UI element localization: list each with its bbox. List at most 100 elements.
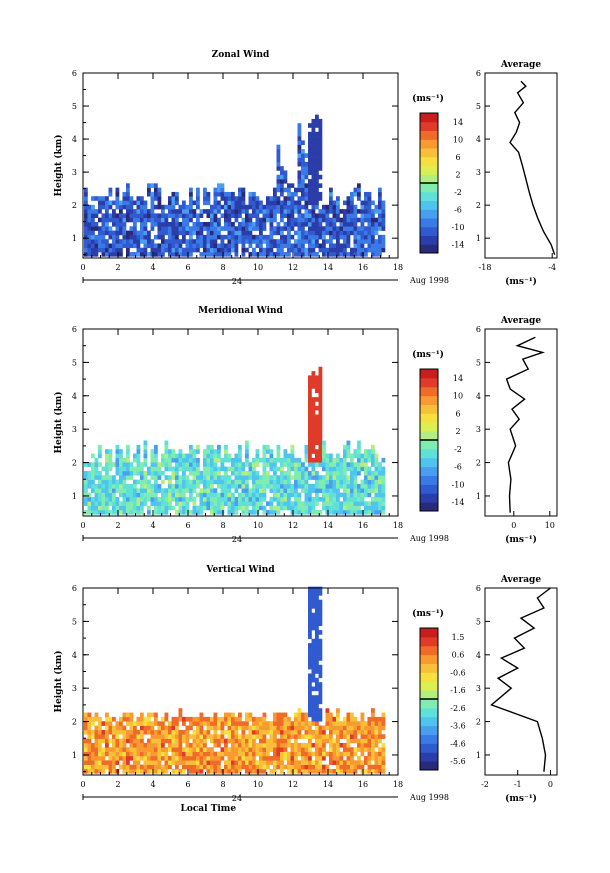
heatmap-cell bbox=[353, 243, 358, 249]
heatmap-cell bbox=[122, 234, 127, 240]
heatmap-cell bbox=[154, 191, 158, 197]
heatmap-cell bbox=[325, 501, 330, 506]
heatmap-cell bbox=[231, 742, 235, 748]
heatmap-cell bbox=[133, 243, 137, 249]
heatmap-cell bbox=[311, 183, 316, 188]
heatmap-cell bbox=[276, 729, 281, 735]
heatmap-cell bbox=[374, 729, 379, 735]
heatmap-cell bbox=[248, 764, 253, 770]
heatmap-cell bbox=[283, 243, 288, 249]
heatmap-cell bbox=[203, 226, 207, 231]
heatmap-cell bbox=[150, 496, 155, 502]
heatmap-cell bbox=[308, 747, 312, 752]
heatmap-cell bbox=[136, 729, 141, 735]
heatmap-cell bbox=[178, 768, 183, 774]
heatmap-cell bbox=[378, 462, 382, 467]
heatmap-cell bbox=[269, 217, 274, 223]
heatmap-cell bbox=[315, 764, 319, 770]
heatmap-cell bbox=[150, 488, 155, 493]
heatmap-cell bbox=[217, 475, 221, 480]
heatmap-cell bbox=[115, 213, 120, 218]
heatmap-cell bbox=[154, 457, 158, 463]
heatmap-cell bbox=[227, 768, 232, 774]
heatmap-cell bbox=[276, 483, 281, 489]
heatmap-cell bbox=[213, 470, 218, 476]
heatmap-cell bbox=[143, 716, 148, 722]
heatmap-cell bbox=[308, 599, 312, 605]
heatmap-cell bbox=[311, 243, 316, 249]
heatmap-cell bbox=[94, 501, 99, 506]
heatmap-cell bbox=[203, 501, 207, 506]
heatmap-cell bbox=[108, 768, 113, 774]
heatmap-cell bbox=[360, 768, 365, 774]
heatmap-cell bbox=[259, 729, 263, 735]
heatmap-cell bbox=[91, 755, 95, 761]
heatmap-cell bbox=[199, 755, 204, 761]
heatmap-cell bbox=[161, 247, 165, 253]
heatmap-cell bbox=[150, 742, 155, 748]
heatmap-cell bbox=[196, 716, 200, 722]
heatmap-cell bbox=[231, 505, 235, 511]
heatmap-cell bbox=[196, 239, 200, 244]
heatmap-cell bbox=[322, 444, 326, 450]
x-tick-label: 16 bbox=[358, 780, 368, 789]
heatmap-cell bbox=[245, 716, 249, 722]
heatmap-cell bbox=[157, 751, 162, 757]
heatmap-cell bbox=[126, 200, 130, 206]
heatmap-cell bbox=[259, 252, 263, 257]
panel-title: Vertical Wind bbox=[205, 565, 275, 575]
heatmap-cell bbox=[136, 466, 141, 472]
heatmap-cell bbox=[301, 764, 305, 770]
heatmap-cell bbox=[280, 738, 284, 744]
heatmap-cell bbox=[304, 221, 309, 227]
heatmap-cell bbox=[224, 457, 228, 463]
heatmap-cell bbox=[262, 721, 267, 726]
heatmap-cell bbox=[227, 738, 232, 744]
heatmap-cell bbox=[157, 217, 162, 223]
heatmap-cell bbox=[234, 457, 239, 463]
heatmap-cell bbox=[360, 492, 365, 498]
heatmap-cell bbox=[371, 501, 375, 506]
heatmap-cell bbox=[308, 734, 312, 739]
heatmap-cell bbox=[224, 243, 228, 249]
heatmap-cell bbox=[357, 449, 361, 454]
heatmap-cell bbox=[266, 200, 270, 206]
heatmap-cell bbox=[287, 501, 291, 506]
heatmap-cell bbox=[378, 505, 382, 511]
heatmap-cell bbox=[175, 475, 179, 480]
heatmap-cell bbox=[318, 375, 323, 381]
heatmap-cell bbox=[311, 501, 316, 506]
heatmap-cell bbox=[283, 170, 288, 176]
heatmap-cell bbox=[98, 200, 102, 206]
heatmap-cell bbox=[357, 440, 361, 446]
heatmap-cell bbox=[280, 470, 284, 476]
heatmap-cell bbox=[269, 501, 274, 506]
heatmap-cell bbox=[343, 729, 347, 735]
heatmap-cell bbox=[346, 734, 351, 739]
heatmap-cell bbox=[108, 488, 113, 493]
heatmap-cell bbox=[224, 751, 228, 757]
heatmap-cell bbox=[315, 196, 319, 201]
heatmap-cell bbox=[199, 725, 204, 731]
heatmap-cell bbox=[371, 505, 375, 511]
heatmap-cell bbox=[241, 509, 246, 515]
heatmap-cell bbox=[231, 760, 235, 765]
heatmap-cell bbox=[315, 161, 319, 167]
y-tick-label: 6 bbox=[72, 584, 77, 593]
heatmap-cell bbox=[238, 209, 242, 214]
heatmap-cell bbox=[220, 196, 225, 201]
heatmap-cell bbox=[308, 436, 312, 441]
heatmap-cell bbox=[297, 708, 302, 713]
heatmap-cell bbox=[98, 204, 102, 210]
heatmap-cell bbox=[325, 496, 330, 502]
heatmap-cell bbox=[318, 392, 323, 398]
heatmap-cell bbox=[318, 690, 323, 696]
heatmap-cell bbox=[374, 751, 379, 757]
heatmap-cell bbox=[122, 738, 127, 744]
x-tick-label: 6 bbox=[185, 521, 190, 530]
heatmap-cell bbox=[245, 768, 249, 774]
heatmap-cell bbox=[301, 234, 305, 240]
heatmap-cell bbox=[126, 183, 130, 188]
heatmap-cell bbox=[371, 496, 375, 502]
heatmap-cell bbox=[185, 751, 190, 757]
